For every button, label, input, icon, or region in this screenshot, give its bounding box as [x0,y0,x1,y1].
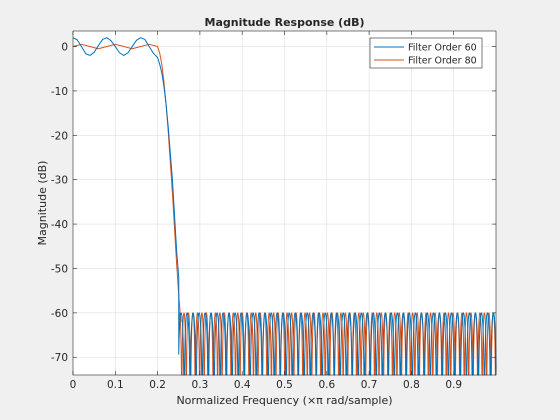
axis-ticks: 0 0.1 0.2 0.3 0.4 0.5 0.6 0.7 0.8 0.9 0 -10 -20 -30 -4… [51,31,496,391]
x-tick-label: 0 [70,379,77,391]
series-line-order-80 [72,43,497,376]
legend[interactable]: Filter Order 60 Filter Order 80 [369,37,483,69]
legend-label-order-80: Filter Order 80 [408,56,477,67]
x-tick-label: 0.8 [403,379,420,391]
legend-box [369,37,483,69]
chart-title: Magnitude Response (dB) [205,16,365,29]
x-tick-label: 0.3 [192,379,209,391]
x-tick-label: 0.2 [149,379,166,391]
y-tick-label: 0 [61,42,68,54]
y-axis-label: Magnitude (dB) [36,161,49,246]
y-tick-label: -20 [51,130,68,142]
y-tick-label: -60 [51,308,68,320]
y-tick-label: -40 [51,219,68,231]
y-tick-label: -50 [51,263,68,275]
x-tick-label: 0.6 [318,379,335,391]
x-tick-label: 0.7 [361,379,378,391]
y-tick-label: -70 [51,352,68,364]
x-tick-label: 0.1 [107,379,124,391]
x-axis-label: Normalized Frequency (×π rad/sample) [176,394,392,407]
grid-lines [73,31,496,375]
y-tick-label: -30 [51,175,68,187]
x-tick-label: 0.4 [234,379,251,391]
x-tick-label: 0.9 [445,379,462,391]
legend-label-order-60: Filter Order 60 [408,43,477,54]
y-tick-label: -10 [51,86,68,98]
x-tick-label: 0.5 [276,379,293,391]
